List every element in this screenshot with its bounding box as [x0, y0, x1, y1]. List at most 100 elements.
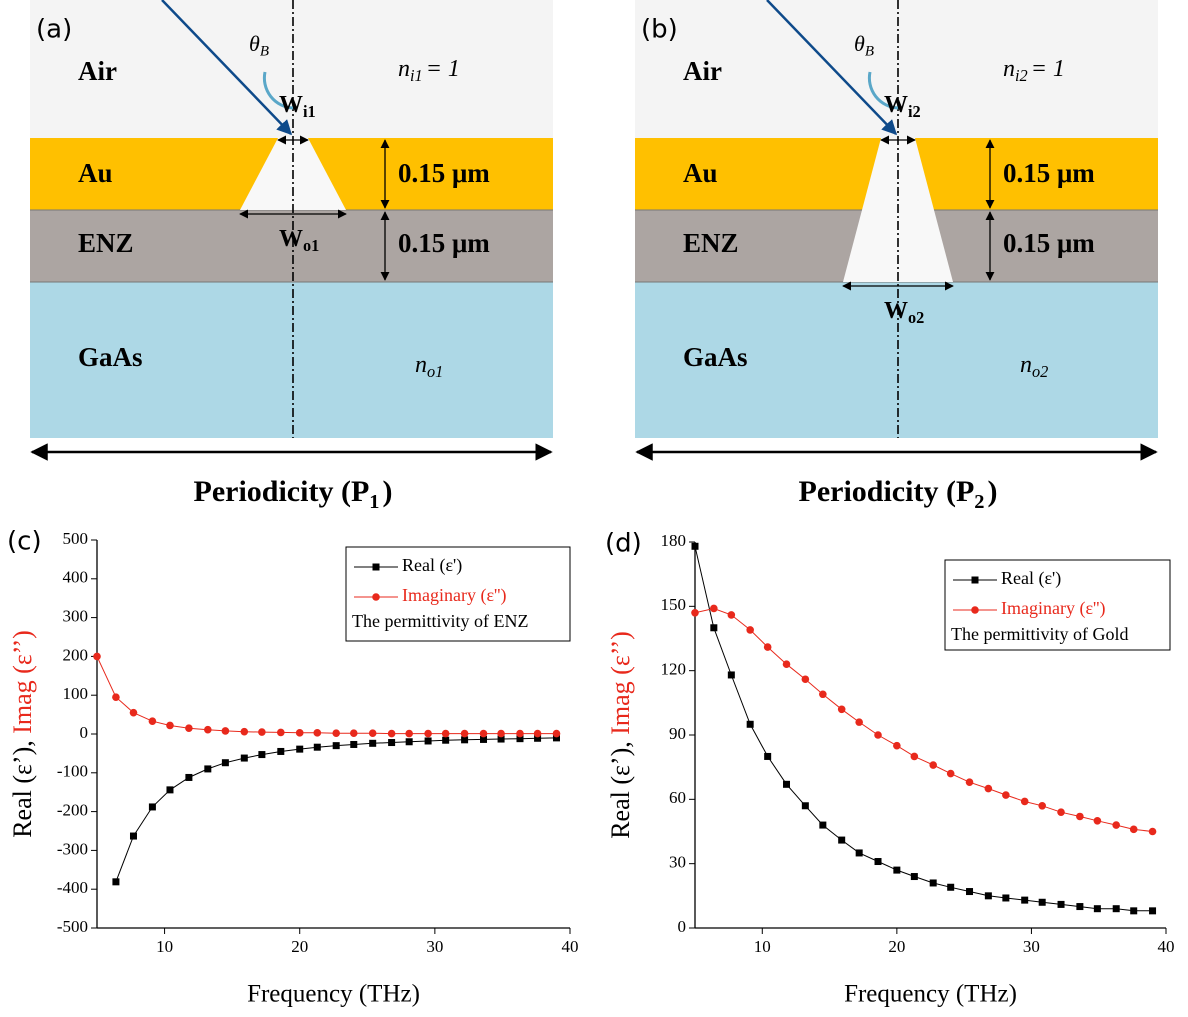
y-tick-label: 200 [63, 645, 89, 664]
marker [369, 729, 377, 737]
period-label: Periodicity (P2) [799, 475, 998, 513]
x-tick-label: 30 [426, 937, 443, 956]
marker [985, 892, 992, 899]
marker [425, 737, 432, 744]
marker [185, 724, 193, 732]
marker [747, 721, 754, 728]
period-label-sub: 2 [974, 491, 984, 513]
marker [424, 730, 432, 738]
marker [313, 729, 321, 737]
marker [534, 730, 542, 738]
period-label: Periodicity (P1) [194, 475, 393, 513]
y-tick-label: 0 [678, 917, 687, 936]
thickness-label: 0.15 μm [398, 228, 490, 258]
x-tick-label: 10 [754, 937, 771, 956]
index-label-sub: o2 [1032, 362, 1048, 381]
marker [277, 729, 285, 737]
marker [728, 611, 736, 619]
marker [875, 858, 882, 865]
layer-label: GaAs [78, 342, 143, 372]
marker [819, 690, 827, 698]
layer-label: Au [78, 158, 113, 188]
marker [166, 786, 173, 793]
marker [497, 730, 505, 738]
marker [185, 774, 192, 781]
period-label-main: Periodicity (P [799, 475, 975, 508]
y-axis-title-part: Imag (ε’’) [8, 630, 37, 734]
marker [296, 729, 304, 737]
marker [838, 705, 846, 713]
marker [130, 833, 137, 840]
thickness-label: 0.15 μm [1003, 228, 1095, 258]
marker [802, 802, 809, 809]
marker [350, 729, 358, 737]
marker [746, 626, 754, 634]
x-tick-label: 10 [156, 937, 173, 956]
x-tick-label: 30 [1023, 937, 1040, 956]
marker [277, 748, 284, 755]
index-label-main: n [1020, 352, 1032, 378]
angle-label-main: θ [854, 31, 865, 56]
period-label-sub: 1 [369, 491, 379, 513]
marker [516, 730, 524, 738]
panel-label: (a) [36, 15, 72, 45]
y-tick-label: 90 [669, 724, 686, 743]
index-label-main: n [1003, 56, 1015, 82]
marker [911, 873, 918, 880]
marker [783, 660, 791, 668]
index-label-sub: i2 [1015, 66, 1028, 85]
marker [1038, 802, 1046, 810]
marker [1094, 905, 1101, 912]
marker [838, 837, 845, 844]
marker [691, 609, 699, 617]
y-tick-label: -400 [57, 878, 88, 897]
marker [222, 727, 230, 735]
marker [1076, 813, 1084, 821]
marker [388, 739, 395, 746]
marker [222, 759, 229, 766]
marker [911, 753, 919, 761]
legend-label: Real (ε') [402, 555, 462, 576]
marker [388, 730, 396, 738]
width-label-sub: o2 [908, 308, 924, 327]
angle-label-sub: B [865, 44, 874, 60]
marker [855, 718, 863, 726]
marker [1039, 899, 1046, 906]
legend-marker [372, 593, 380, 601]
marker [1113, 905, 1120, 912]
marker [893, 742, 901, 750]
y-axis-title-part: Imag (ε’’) [606, 631, 635, 735]
marker [929, 761, 937, 769]
marker [112, 693, 120, 701]
marker [802, 675, 810, 683]
y-tick-label: 500 [63, 529, 89, 548]
y-tick-label: 60 [669, 788, 686, 807]
marker [728, 671, 735, 678]
index-label-sub: i1 [410, 66, 423, 85]
marker [442, 737, 449, 744]
marker [1130, 826, 1138, 834]
marker [1002, 894, 1009, 901]
y-tick-label: 120 [661, 660, 687, 679]
marker [783, 781, 790, 788]
index-label: ni2= 1 [1003, 56, 1065, 85]
y-tick-label: -500 [57, 917, 88, 936]
marker [874, 731, 882, 739]
index-label-rest: = 1 [1031, 56, 1065, 82]
marker [930, 879, 937, 886]
marker [258, 751, 265, 758]
marker [764, 643, 772, 651]
index-label-main: n [398, 56, 410, 82]
marker [985, 785, 993, 793]
marker [1002, 791, 1010, 799]
index-label-sub: o1 [427, 362, 443, 381]
marker [166, 722, 174, 730]
marker [1149, 828, 1157, 836]
x-tick-label: 20 [888, 937, 905, 956]
index-label-rest: = 1 [426, 56, 460, 82]
marker [764, 753, 771, 760]
period-label-rest: ) [382, 475, 392, 508]
marker [947, 770, 955, 778]
thickness-label: 0.15 μm [398, 158, 490, 188]
y-tick-label: -100 [57, 762, 88, 781]
